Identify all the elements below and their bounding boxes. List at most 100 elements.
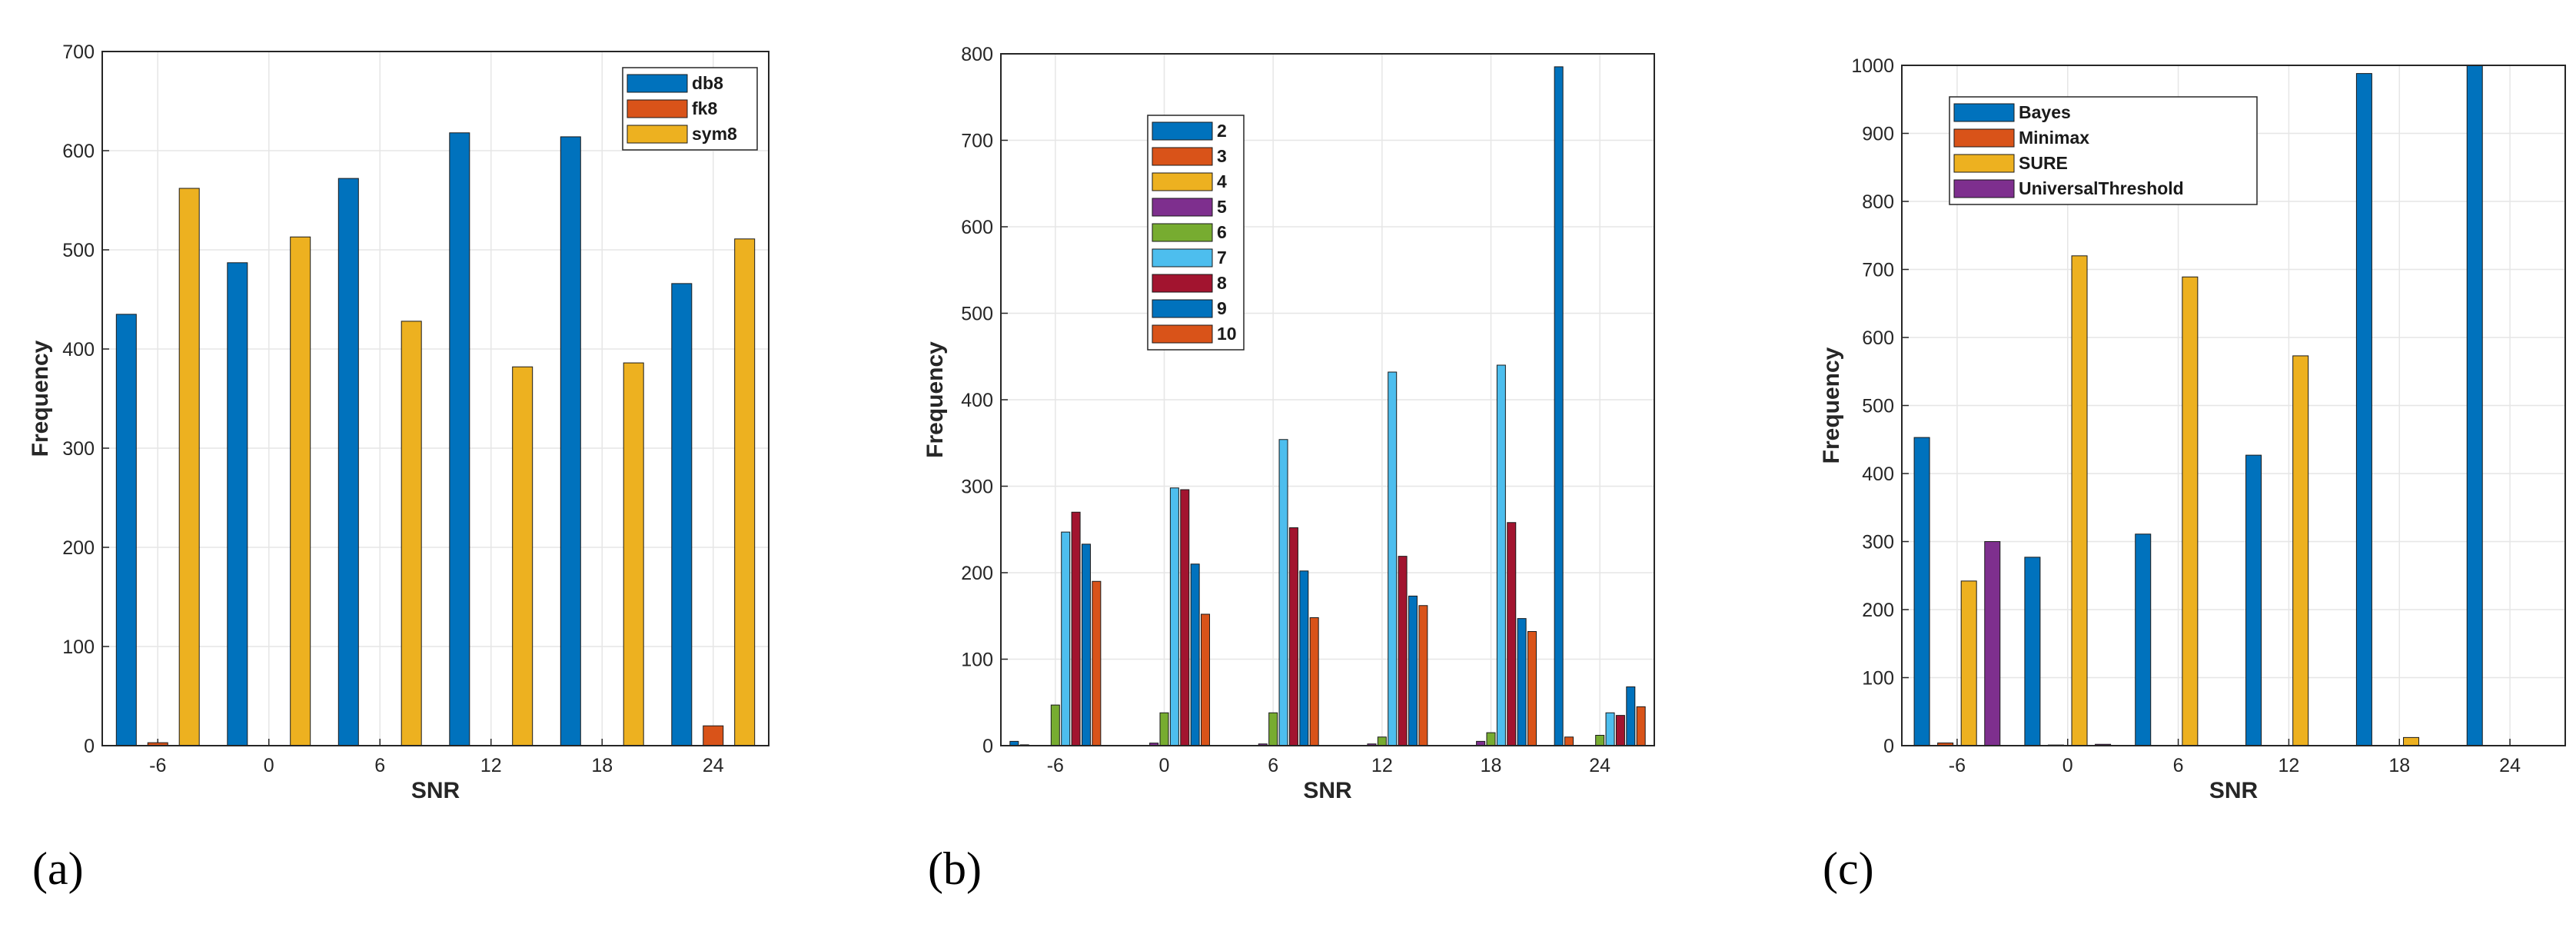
panel-label: (c) [1823, 843, 1874, 894]
bar-6--6 [1050, 704, 1060, 746]
bar-10--6 [1092, 580, 1102, 746]
bar-SURE--6 [1960, 580, 1977, 746]
legend-swatch-2 [1152, 121, 1213, 141]
bar-2-24 [1554, 66, 1564, 746]
x-tick-label: 24 [2499, 755, 2521, 776]
bar-Bayes-18 [2355, 73, 2372, 746]
y-tick-label: 200 [1862, 600, 1894, 621]
x-tick-label: 0 [1159, 755, 1170, 776]
x-tick-label: 6 [374, 755, 385, 776]
y-axis-label: Frequency [922, 341, 948, 458]
legend: db8 fk8 sym8 [622, 67, 758, 151]
y-tick-label: 400 [961, 390, 993, 411]
legend-swatch-8 [1152, 274, 1213, 293]
legend-label-3: 3 [1217, 146, 1227, 166]
bar-7-24 [1605, 712, 1615, 746]
legend-label-2: 2 [1217, 121, 1227, 141]
bar-9-18 [1517, 618, 1527, 746]
axes-box [1901, 65, 2566, 746]
bar-9-0 [1190, 563, 1200, 746]
legend-swatch-sym8 [627, 125, 688, 144]
bar-db8-18 [560, 136, 581, 746]
bar-8--6 [1071, 511, 1081, 746]
y-tick-label: 600 [62, 141, 95, 162]
bar-6-6 [1268, 712, 1278, 746]
bar-fk8-24 [703, 725, 724, 746]
bar-6-24 [1595, 735, 1605, 746]
legend-label-8: 8 [1217, 273, 1227, 293]
bar-8-12 [1398, 556, 1408, 746]
legend-label-Bayes: Bayes [2019, 102, 2071, 122]
bar-SURE-6 [2182, 276, 2199, 746]
bar-10-24 [1636, 706, 1646, 746]
bar-8-0 [1180, 489, 1190, 746]
legend-label-9: 9 [1217, 298, 1227, 318]
y-tick-label: 100 [961, 650, 993, 671]
y-tick-label: 700 [62, 42, 95, 63]
x-tick-label: -6 [1047, 755, 1064, 776]
y-tick-label: 500 [62, 240, 95, 261]
y-tick-label: 300 [961, 477, 993, 498]
y-tick-label: 200 [961, 563, 993, 584]
x-tick-label: 24 [703, 755, 724, 776]
bar-sym8-18 [623, 362, 644, 746]
bar-8-24 [1615, 715, 1625, 746]
x-tick-label: 6 [1268, 755, 1278, 776]
y-tick-label: 100 [62, 637, 95, 658]
bar-db8-24 [671, 283, 693, 746]
bar-9-12 [1408, 595, 1418, 746]
y-axis-label: Frequency [28, 340, 53, 457]
bar-7-6 [1278, 439, 1288, 746]
legend: 2 3 4 5 6 7 8 9 10 [1147, 115, 1245, 351]
legend-label-7: 7 [1217, 248, 1227, 268]
panel-label: (a) [32, 843, 84, 894]
bar-sym8-24 [734, 238, 756, 746]
bar-Bayes-0 [2024, 557, 2041, 746]
bar-3-24 [1564, 736, 1574, 746]
y-tick-label: 300 [62, 438, 95, 460]
axes-box [101, 51, 769, 746]
y-tick-label: 500 [961, 304, 993, 325]
bar-8-18 [1507, 522, 1517, 746]
x-tick-label: 6 [2173, 755, 2184, 776]
y-tick-label: 800 [961, 44, 993, 65]
legend-swatch-fk8 [627, 99, 688, 118]
legend-label-sym8: sym8 [692, 124, 737, 144]
legend-label-6: 6 [1217, 222, 1227, 242]
y-tick-label: 1000 [1851, 55, 1894, 77]
bar-db8-12 [449, 132, 470, 746]
bar-UniversalThreshold--6 [1984, 541, 2001, 746]
legend-label-fk8: fk8 [692, 98, 717, 118]
y-tick-label: 600 [961, 217, 993, 238]
bar-7-0 [1169, 487, 1179, 746]
chart-panel-3: 0 100 200 300 400 500 600 700 800 900 1000 -6 0 6 12 18… [1819, 55, 2566, 894]
y-tick-label: 400 [1862, 464, 1894, 485]
y-axis-label: Frequency [1819, 347, 1844, 464]
x-axis-label: SNR [1303, 778, 1352, 803]
legend-label-5: 5 [1217, 197, 1227, 217]
bar-SURE-18 [2403, 736, 2420, 746]
legend-swatch-UniversalThreshold [1953, 179, 2015, 198]
x-tick-label: 0 [2062, 755, 2073, 776]
x-tick-label: 0 [264, 755, 274, 776]
bar-6-18 [1486, 732, 1496, 746]
legend-swatch-10 [1152, 324, 1213, 344]
y-tick-label: 700 [961, 131, 993, 152]
panel-label: (b) [928, 843, 982, 894]
legend-swatch-4 [1152, 172, 1213, 191]
bar-10-18 [1527, 631, 1537, 746]
y-tick-label: 0 [1883, 736, 1894, 757]
bar-6-0 [1159, 712, 1169, 746]
bar-Bayes-6 [2135, 533, 2152, 746]
x-tick-label: 12 [1371, 755, 1393, 776]
bar-sym8-6 [401, 321, 422, 746]
axes-box [1000, 53, 1655, 746]
bar-8-6 [1288, 527, 1298, 746]
legend-label-SURE: SURE [2019, 153, 2068, 173]
legend-swatch-SURE [1953, 154, 2015, 173]
y-tick-label: 800 [1862, 191, 1894, 213]
bar-sym8--6 [178, 188, 200, 746]
x-tick-label: 18 [591, 755, 613, 776]
x-tick-label: -6 [1949, 755, 1966, 776]
y-tick-label: 200 [62, 537, 95, 559]
